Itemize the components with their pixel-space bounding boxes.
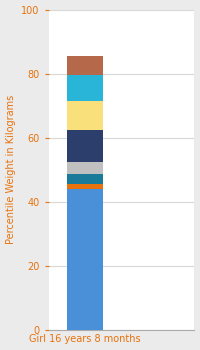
Bar: [67, 101, 103, 130]
Bar: [67, 184, 103, 189]
Bar: [67, 130, 103, 162]
Bar: [67, 189, 103, 330]
Bar: [67, 56, 103, 75]
Bar: [67, 75, 103, 101]
Bar: [67, 174, 103, 184]
Bar: [67, 162, 103, 174]
Y-axis label: Percentile Weight in Kilograms: Percentile Weight in Kilograms: [6, 95, 16, 244]
